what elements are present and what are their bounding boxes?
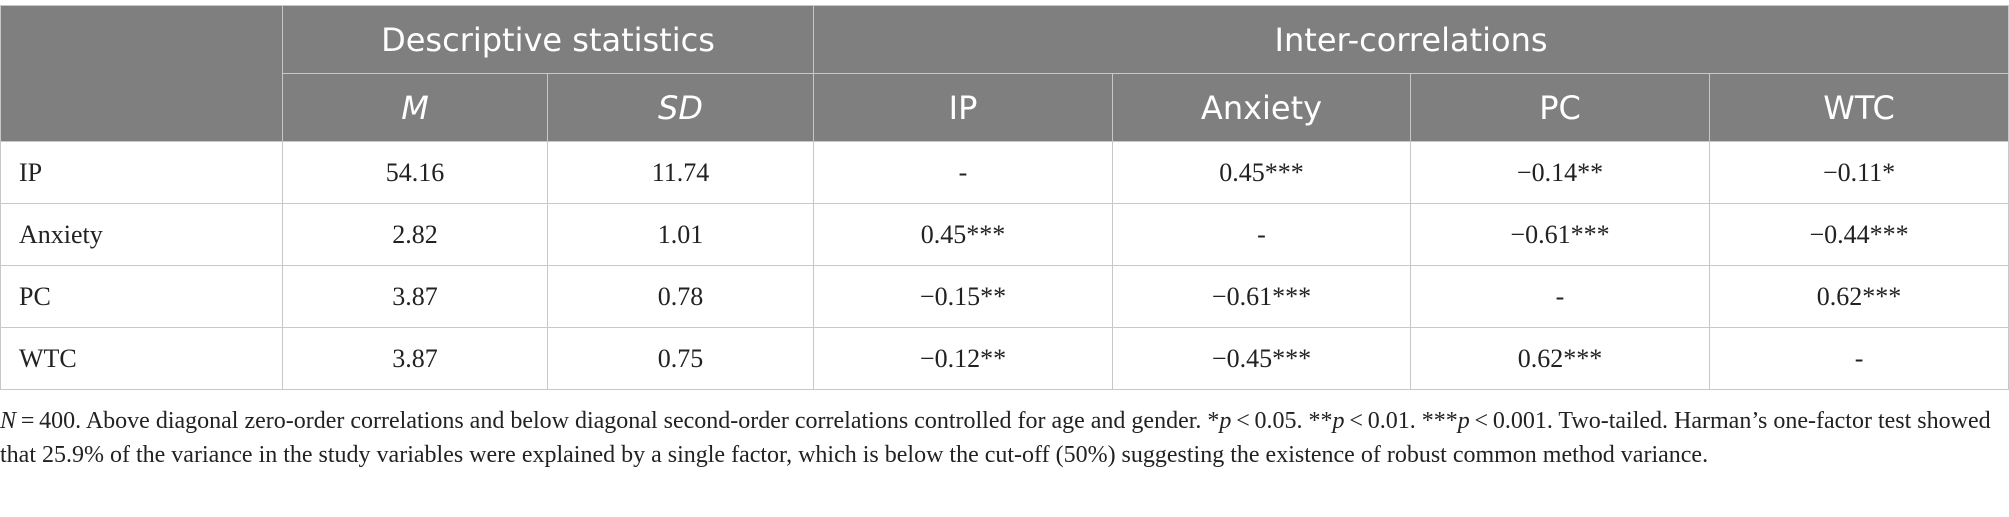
cell: 11.74 <box>546 141 815 204</box>
table-body: IP 54.16 11.74-0.45*** −0.14** −0.11* Anxiety… <box>0 141 2009 390</box>
row-label: Anxiety <box>0 203 283 266</box>
note-text: N <box>0 408 17 434</box>
column-header: IP <box>813 73 1114 142</box>
corner-cell <box>0 5 283 142</box>
cell: −0.12** <box>813 327 1114 390</box>
group-header: Descriptive statistics <box>281 5 815 74</box>
cell: 1.01 <box>546 203 815 266</box>
note-text: p <box>1332 408 1345 434</box>
column-header: SD <box>546 73 815 142</box>
row-label: WTC <box>0 327 283 390</box>
row-label: PC <box>0 265 283 328</box>
cell: 2.82 <box>282 203 548 266</box>
group-header: Inter-correlations <box>813 5 2009 74</box>
cell: −0.44*** <box>1709 203 2009 266</box>
note-text: p <box>1219 408 1232 434</box>
column-header: M <box>282 73 548 142</box>
table-row: Anxiety 2.82 1.01 0.45*** - −0.61*** −0.44*** <box>0 203 2009 266</box>
cell: 3.87 <box>282 327 548 390</box>
note-text: < 0.05. ** <box>1231 408 1333 434</box>
cell: −0.15** <box>813 265 1114 328</box>
note-text: = 400. Above diagonal zero-order correla… <box>16 408 1220 434</box>
table-note: N = 400. Above diagonal zero-order corre… <box>0 404 1995 472</box>
cell: −0.45*** <box>1112 327 1412 390</box>
column-header: PC <box>1410 73 1711 142</box>
cell: −0.14** <box>1410 141 1711 204</box>
cell: 0.75 <box>546 327 815 390</box>
column-header: WTC <box>1709 73 2009 142</box>
cell: 54.16 <box>282 141 548 204</box>
note-text: < 0.001. Two-tailed. Harman’s one-factor… <box>0 408 1991 468</box>
cell: - <box>1410 265 1711 328</box>
note-text: < 0.01. *** <box>1344 408 1458 434</box>
cell: 0.62*** <box>1410 327 1711 390</box>
cell: - <box>1709 327 2009 390</box>
row-label: IP <box>0 141 283 204</box>
cell: 0.78 <box>546 265 815 328</box>
table-row: WTC 3.87 0.75 −0.12** −0.45*** 0.62*** - <box>0 327 2009 390</box>
cell: - <box>1112 203 1412 266</box>
table-row: PC 3.87 0.78 −0.15** −0.61*** -0.62*** <box>0 265 2009 328</box>
cell: −0.11* <box>1709 141 2009 204</box>
cell: 0.62*** <box>1709 265 2009 328</box>
cell: 3.87 <box>282 265 548 328</box>
stats-table: Descriptive statistics Inter-correlation… <box>0 5 2009 390</box>
column-header-row: M SD IP Anxiety PC WTC <box>1 73 2009 142</box>
cell: −0.61*** <box>1112 265 1412 328</box>
table-row: IP 54.16 11.74-0.45*** −0.14** −0.11* <box>0 141 2009 204</box>
cell: - <box>813 141 1114 204</box>
column-header: Anxiety <box>1112 73 1412 142</box>
group-header-row: Descriptive statistics Inter-correlation… <box>0 5 2009 142</box>
cell: 0.45*** <box>813 203 1114 266</box>
cell: 0.45*** <box>1112 141 1412 204</box>
cell: −0.61*** <box>1410 203 1711 266</box>
note-text: p <box>1457 408 1470 434</box>
